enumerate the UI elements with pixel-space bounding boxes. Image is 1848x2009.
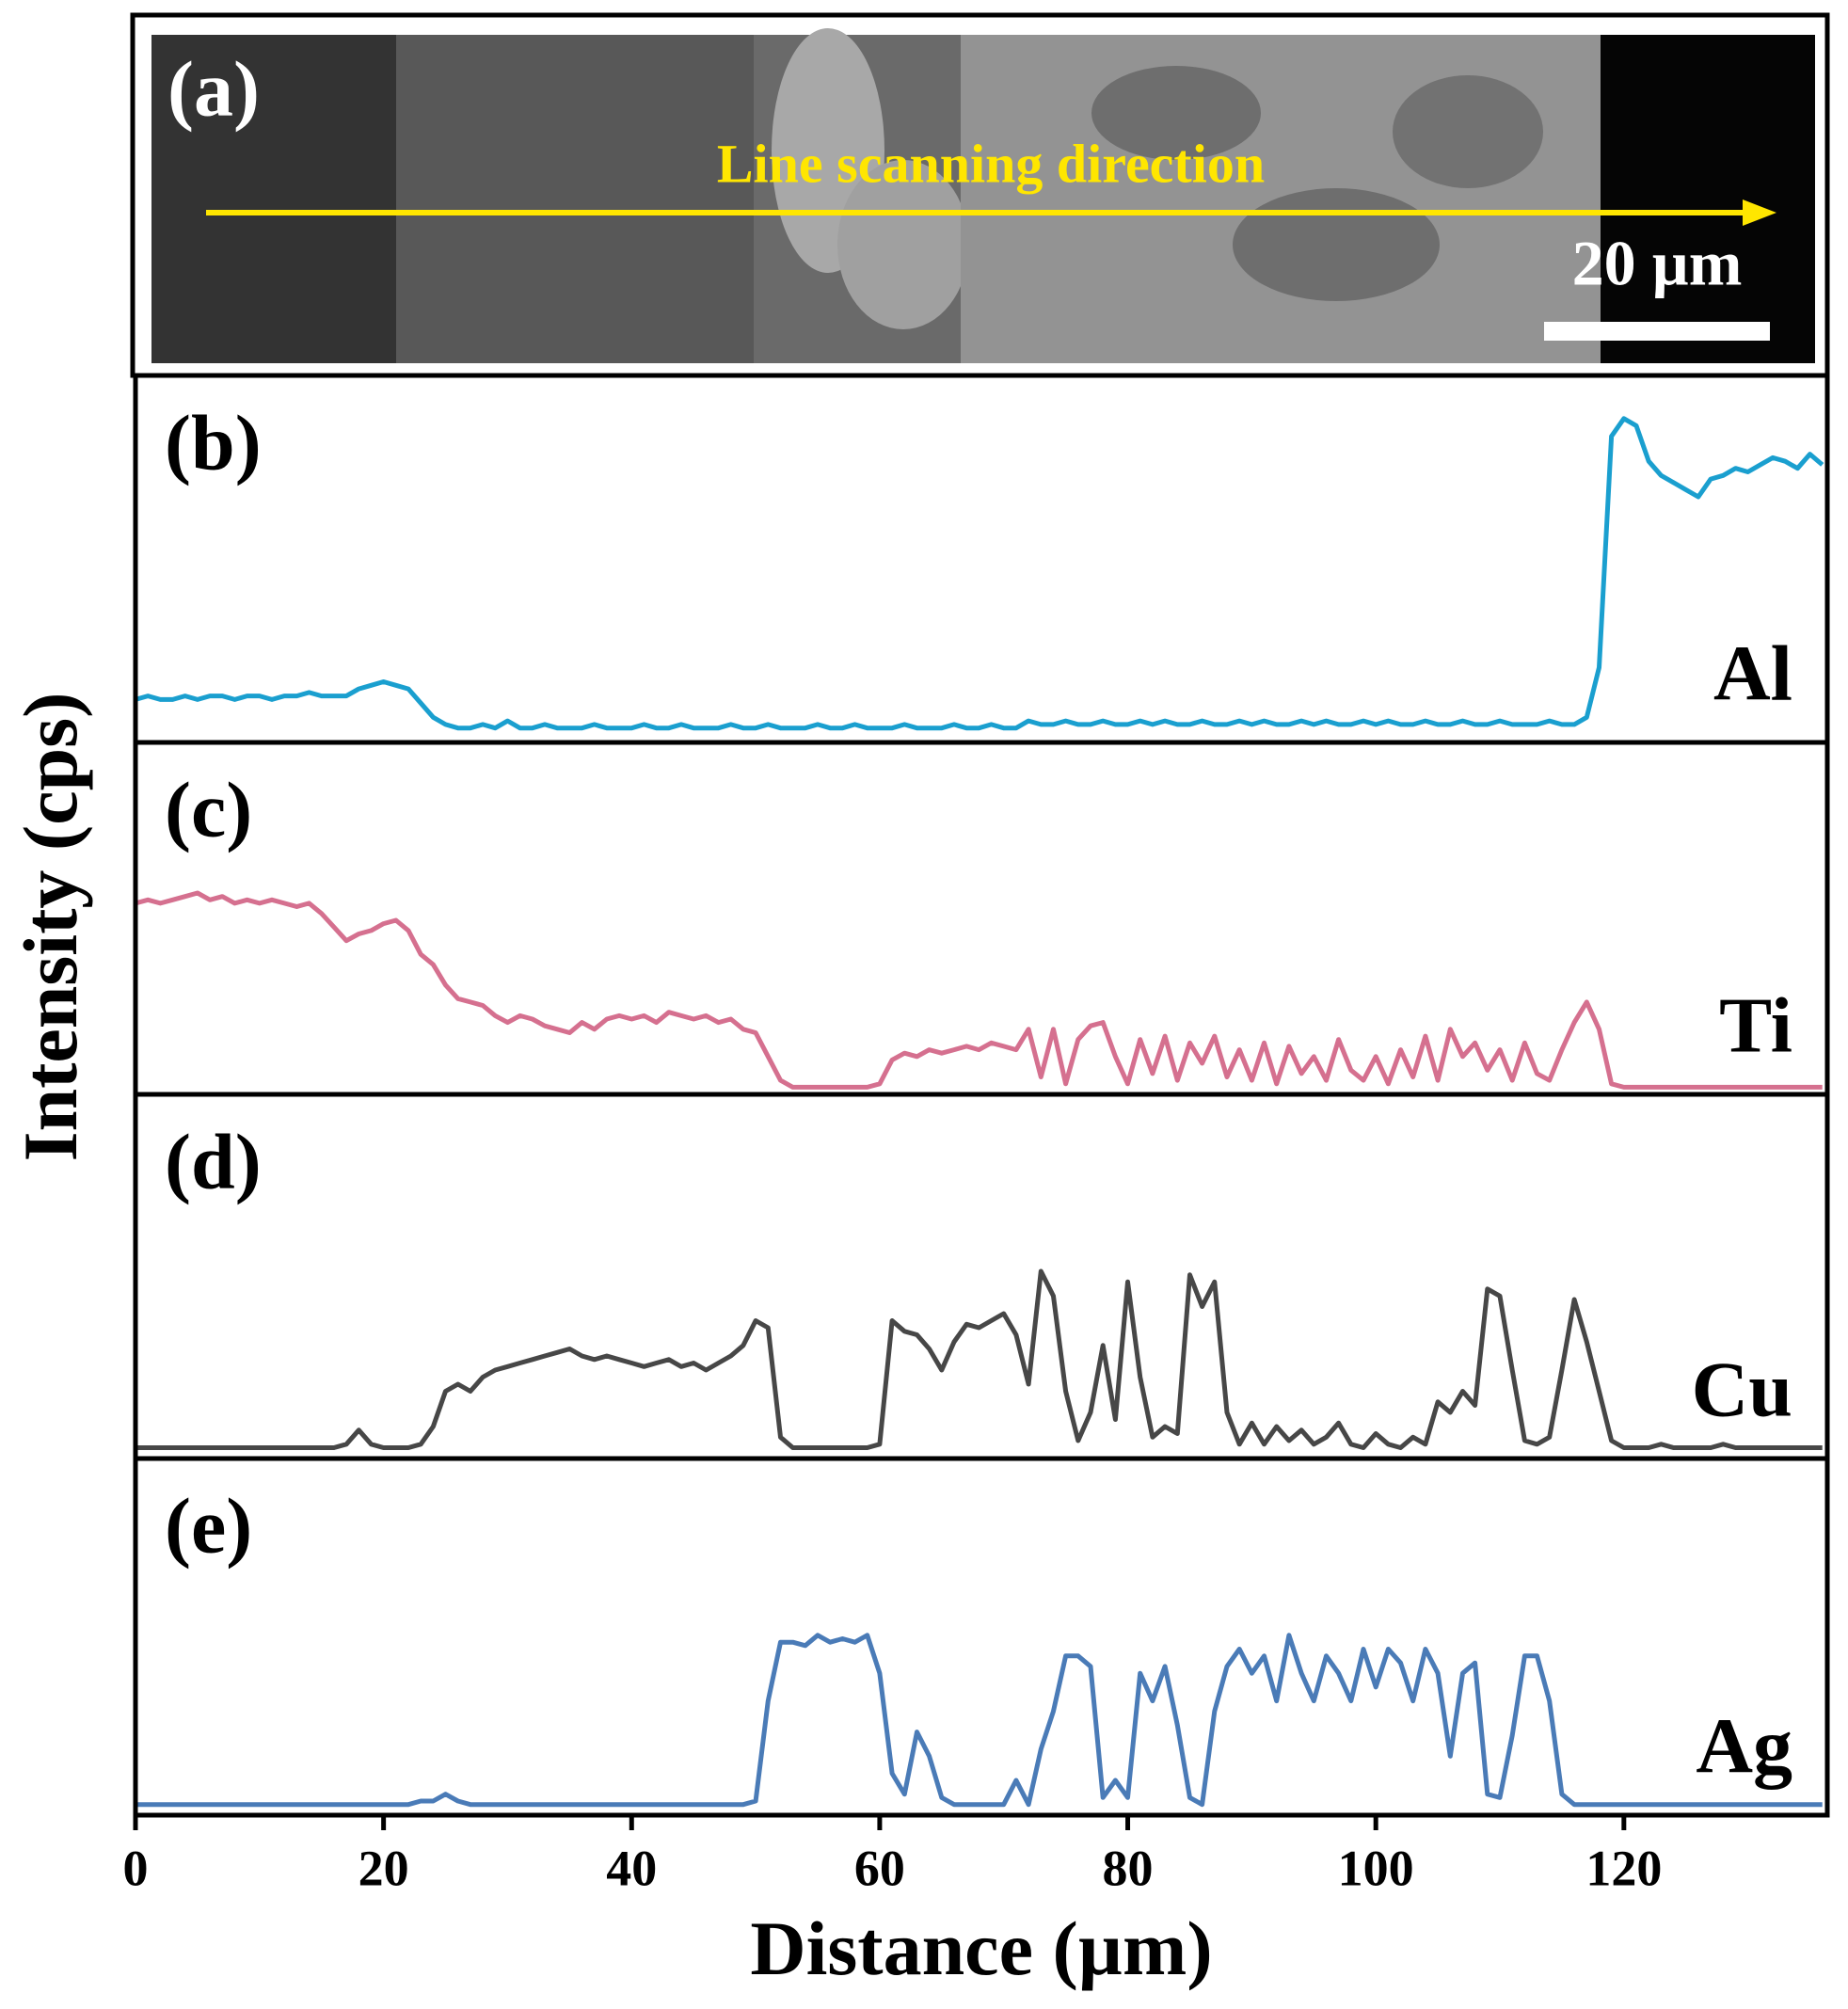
series-line [135, 890, 1823, 1090]
series-line [135, 1633, 1823, 1808]
series-name: Ag [1696, 1702, 1792, 1790]
image-region [151, 35, 396, 363]
x-tick-label: 40 [606, 1840, 657, 1896]
x-tick-label: 60 [854, 1840, 905, 1896]
series-line [135, 416, 1824, 731]
panel-label: (a) [167, 45, 260, 133]
scan-arrow-head [1743, 199, 1776, 226]
x-tick-label: 20 [358, 1840, 409, 1896]
panel-frame [133, 740, 1830, 1097]
x-tick-label: 80 [1103, 1840, 1154, 1896]
series-name: Ti [1719, 981, 1792, 1069]
image-blob [1091, 66, 1261, 160]
panel-frame [133, 1456, 1830, 1818]
scale-bar-label: 20 µm [1572, 228, 1743, 299]
image-blob [1393, 75, 1543, 188]
scale-bar [1544, 322, 1770, 341]
x-tick-label: 120 [1585, 1840, 1662, 1896]
panel-label: (c) [165, 766, 252, 853]
x-tick-label: 100 [1338, 1840, 1414, 1896]
annotation: Line scanning direction [717, 133, 1265, 194]
series-name: Cu [1692, 1346, 1792, 1433]
panel-label: (d) [165, 1118, 262, 1205]
x-tick-label: 0 [123, 1840, 149, 1896]
panel-frame [133, 1092, 1830, 1461]
panel-label: (b) [165, 399, 262, 486]
panel-label: (e) [165, 1482, 252, 1570]
panel-frame [133, 373, 1830, 745]
series-line [135, 1268, 1823, 1450]
sem-image: Line scanning direction (a) 20 µm [130, 12, 1830, 378]
x-axis-label: Distance (µm) [750, 1905, 1212, 1991]
series-name: Al [1713, 630, 1792, 717]
y-axis-label: Intensity (cps) [8, 693, 93, 1162]
image-region [1601, 35, 1815, 363]
image-blob [837, 160, 969, 329]
image-region [396, 35, 754, 363]
image-blob [1233, 188, 1440, 301]
